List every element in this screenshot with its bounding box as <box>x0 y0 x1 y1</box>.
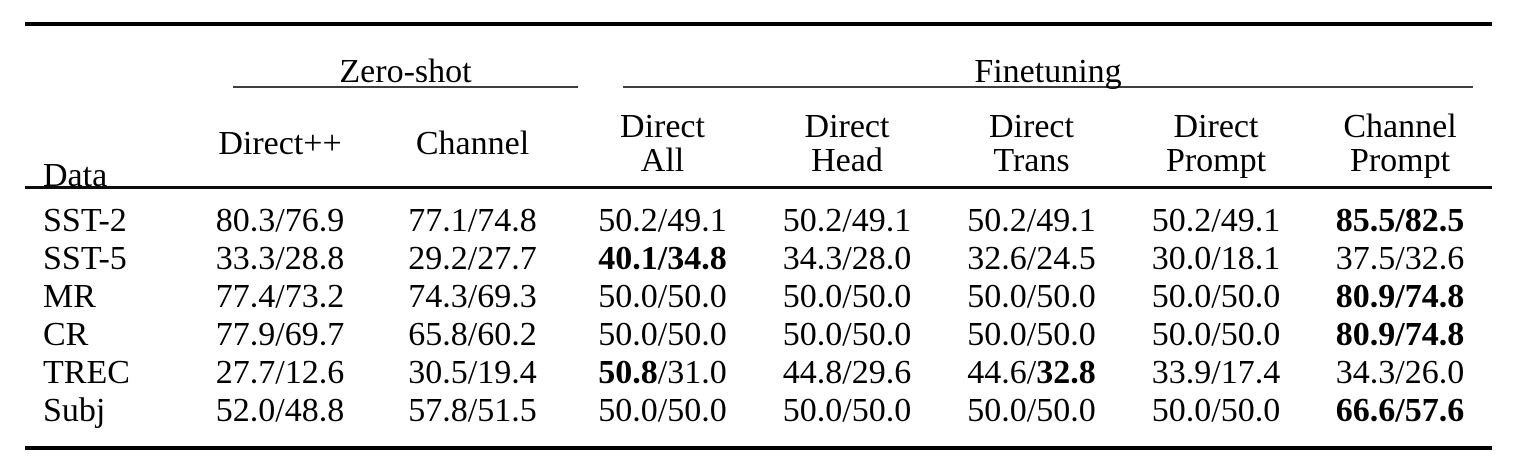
row-label: CR <box>43 316 89 353</box>
data-cell: 30.0/18.1 <box>1151 240 1281 277</box>
data-cell: 50.2/49.1 <box>967 202 1096 239</box>
data-cell: 50.0/50.0 <box>967 278 1096 315</box>
data-cell: 34.3/28.0 <box>782 240 912 277</box>
data-cell: 50.0/50.0 <box>1151 278 1281 315</box>
zero-shot-group-rule <box>233 86 578 88</box>
column-header-direct-trans: Direct Trans <box>989 108 1074 179</box>
data-cell: 50.0/50.0 <box>1151 392 1281 429</box>
group-header-zero-shot-label: Zero-shot <box>339 53 472 90</box>
row-label: SST-2 <box>43 202 127 239</box>
data-cell: 74.3/69.3 <box>408 278 537 315</box>
table-row: SST-5 33.3/28.8 29.2/27.7 40.1/34.8 34.3/28.… <box>25 240 1492 278</box>
data-cell: 80.9/74.8 <box>1335 278 1465 315</box>
data-cell: 50.2/49.1 <box>782 202 912 239</box>
data-cell: 66.6/57.6 <box>1335 392 1465 429</box>
data-cell: 30.5/19.4 <box>408 354 537 391</box>
data-cell: 50.2/49.1 <box>1151 202 1281 239</box>
group-header-finetuning-label: Finetuning <box>974 53 1122 90</box>
column-header-direct-head: Direct Head <box>804 108 890 179</box>
data-cell: 33.9/17.4 <box>1151 354 1281 391</box>
table-bottom-rule <box>25 446 1492 450</box>
data-cell: 65.8/60.2 <box>408 316 537 353</box>
data-cell: 37.5/32.6 <box>1335 240 1465 277</box>
data-cell: 50.0/50.0 <box>967 316 1096 353</box>
column-header-data: Data <box>43 157 108 194</box>
row-label: MR <box>43 278 96 315</box>
data-cell: 50.0/50.0 <box>967 392 1096 429</box>
column-header-direct-prompt: Direct Prompt <box>1165 108 1267 179</box>
data-cell: 85.5/82.5 <box>1335 202 1465 239</box>
row-label: Subj <box>43 392 106 429</box>
table-top-rule <box>25 22 1492 26</box>
table-body: SST-2 80.3/76.9 77.1/74.8 50.2/49.1 50.2/49.… <box>25 193 1492 430</box>
table-row: MR 77.4/73.2 74.3/69.3 50.0/50.0 50.0/50.0 50… <box>25 278 1492 316</box>
data-cell: 50.0/50.0 <box>598 278 727 315</box>
row-label: SST-5 <box>43 240 127 277</box>
data-cell: 44.8/29.6 <box>782 354 912 391</box>
column-header-direct-all: Direct All <box>620 108 705 179</box>
data-cell: 77.1/74.8 <box>408 202 537 239</box>
data-cell: 50.0/50.0 <box>598 316 727 353</box>
table-row: CR 77.9/69.7 65.8/60.2 50.0/50.0 50.0/50.0 50… <box>25 316 1492 354</box>
group-header-zero-shot: Zero-shot <box>185 21 570 95</box>
data-cell: 32.6/24.5 <box>967 240 1096 277</box>
data-cell: 50.2/49.1 <box>598 202 727 239</box>
data-cell: 40.1/34.8 <box>598 240 727 277</box>
results-table: Data Zero-shot Finetuning Direct++ Chann… <box>25 21 1492 430</box>
table-row: SST-2 80.3/76.9 77.1/74.8 50.2/49.1 50.2/49.… <box>25 193 1492 240</box>
data-cell: 27.7/12.6 <box>215 354 345 391</box>
column-header-channel: Channel <box>415 125 530 162</box>
data-cell: 80.3/76.9 <box>215 202 345 239</box>
data-cell: 34.3/26.0 <box>1335 354 1465 391</box>
data-cell: 57.8/51.5 <box>408 392 537 429</box>
table-header-rule <box>25 186 1492 189</box>
group-header-finetuning: Finetuning <box>570 21 1492 95</box>
finetuning-group-rule <box>623 86 1473 88</box>
data-cell: 50.0/50.0 <box>598 392 727 429</box>
data-cell: 50.0/50.0 <box>1151 316 1281 353</box>
data-cell: 50.0/50.0 <box>782 316 912 353</box>
data-cell: 77.9/69.7 <box>215 316 345 353</box>
data-cell: 44.6/32.8 <box>967 354 1096 391</box>
table-row: Subj 52.0/48.8 57.8/51.5 50.0/50.0 50.0/50.0… <box>25 392 1492 430</box>
data-cell: 50.0/50.0 <box>782 278 912 315</box>
data-cell: 52.0/48.8 <box>215 392 345 429</box>
column-header-direct-plus-plus: Direct++ <box>218 125 342 162</box>
data-cell: 77.4/73.2 <box>215 278 345 315</box>
data-cell: 80.9/74.8 <box>1335 316 1465 353</box>
data-cell: 50.8/31.0 <box>598 354 727 391</box>
column-header-row: Direct++ Channel Direct All Direct Head … <box>25 95 1492 193</box>
row-label: TREC <box>43 354 130 391</box>
data-cell: 29.2/27.7 <box>408 240 537 277</box>
column-header-channel-prompt: Channel Prompt <box>1343 108 1457 179</box>
group-header-row: Data Zero-shot Finetuning <box>25 21 1492 193</box>
data-cell: 50.0/50.0 <box>782 392 912 429</box>
table-row: TREC 27.7/12.6 30.5/19.4 50.8/31.0 44.8/29.6… <box>25 354 1492 392</box>
data-cell: 33.3/28.8 <box>215 240 345 277</box>
